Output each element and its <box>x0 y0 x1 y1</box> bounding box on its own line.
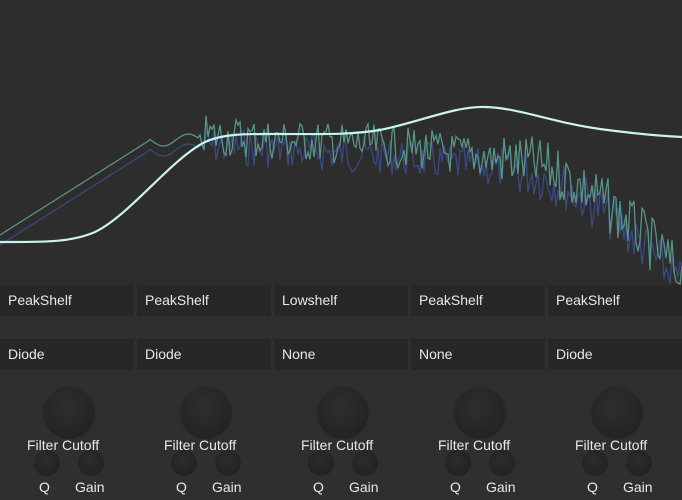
drive-select-3[interactable]: None <box>274 339 408 370</box>
q-label: Q <box>313 479 324 495</box>
band-controls-2: Filter Cutoff Q Gain <box>137 370 274 500</box>
eq-graph-svg <box>0 105 682 285</box>
q-knob[interactable] <box>171 450 197 476</box>
band-controls-3: Filter Cutoff Q Gain <box>274 370 411 500</box>
filter-cutoff-label: Filter Cutoff <box>438 437 511 453</box>
eq-response-curve <box>0 105 682 244</box>
filter-type-select-1[interactable]: PeakShelf <box>0 285 134 316</box>
filter-cutoff-label: Filter Cutoff <box>164 437 237 453</box>
filter-cutoff-label: Filter Cutoff <box>575 437 648 453</box>
gain-label: Gain <box>75 479 105 495</box>
filter-type-select-2[interactable]: PeakShelf <box>137 285 271 316</box>
gain-label: Gain <box>212 479 242 495</box>
q-label: Q <box>39 479 50 495</box>
gain-label: Gain <box>486 479 516 495</box>
drive-select-1[interactable]: Diode <box>0 339 134 370</box>
gain-knob[interactable] <box>215 450 241 476</box>
q-label: Q <box>176 479 187 495</box>
drive-select-4[interactable]: None <box>411 339 545 370</box>
q-knob[interactable] <box>308 450 334 476</box>
gain-label: Gain <box>623 479 653 495</box>
drive-select-5[interactable]: Diode <box>548 339 682 370</box>
filter-type-row: PeakShelf PeakShelf Lowshelf PeakShelf P… <box>0 285 682 316</box>
band-controls-1: Filter Cutoff Q Gain <box>0 370 137 500</box>
filter-type-select-4[interactable]: PeakShelf <box>411 285 545 316</box>
filter-type-select-3[interactable]: Lowshelf <box>274 285 408 316</box>
filter-cutoff-knob[interactable] <box>592 387 642 437</box>
drive-mode-row: Diode Diode None None Diode <box>0 339 682 370</box>
gain-knob[interactable] <box>78 450 104 476</box>
filter-cutoff-knob[interactable] <box>44 387 94 437</box>
filter-cutoff-label: Filter Cutoff <box>27 437 100 453</box>
eq-response-graph[interactable] <box>0 0 682 285</box>
band-controls-4: Filter Cutoff Q Gain <box>411 370 548 500</box>
q-knob[interactable] <box>582 450 608 476</box>
gain-knob[interactable] <box>626 450 652 476</box>
drive-select-2[interactable]: Diode <box>137 339 271 370</box>
spectrum-green-trace <box>0 115 682 285</box>
gain-knob[interactable] <box>352 450 378 476</box>
q-knob[interactable] <box>445 450 471 476</box>
q-label: Q <box>587 479 598 495</box>
filter-cutoff-knob[interactable] <box>318 387 368 437</box>
filter-cutoff-knob[interactable] <box>455 387 505 437</box>
filter-type-select-5[interactable]: PeakShelf <box>548 285 682 316</box>
q-label: Q <box>450 479 461 495</box>
filter-cutoff-label: Filter Cutoff <box>301 437 374 453</box>
q-knob[interactable] <box>34 450 60 476</box>
filter-cutoff-knob[interactable] <box>181 387 231 437</box>
band-controls-5: Filter Cutoff Q Gain <box>548 370 682 500</box>
gain-knob[interactable] <box>489 450 515 476</box>
spectrum-blue-trace <box>0 129 682 285</box>
gain-label: Gain <box>349 479 379 495</box>
